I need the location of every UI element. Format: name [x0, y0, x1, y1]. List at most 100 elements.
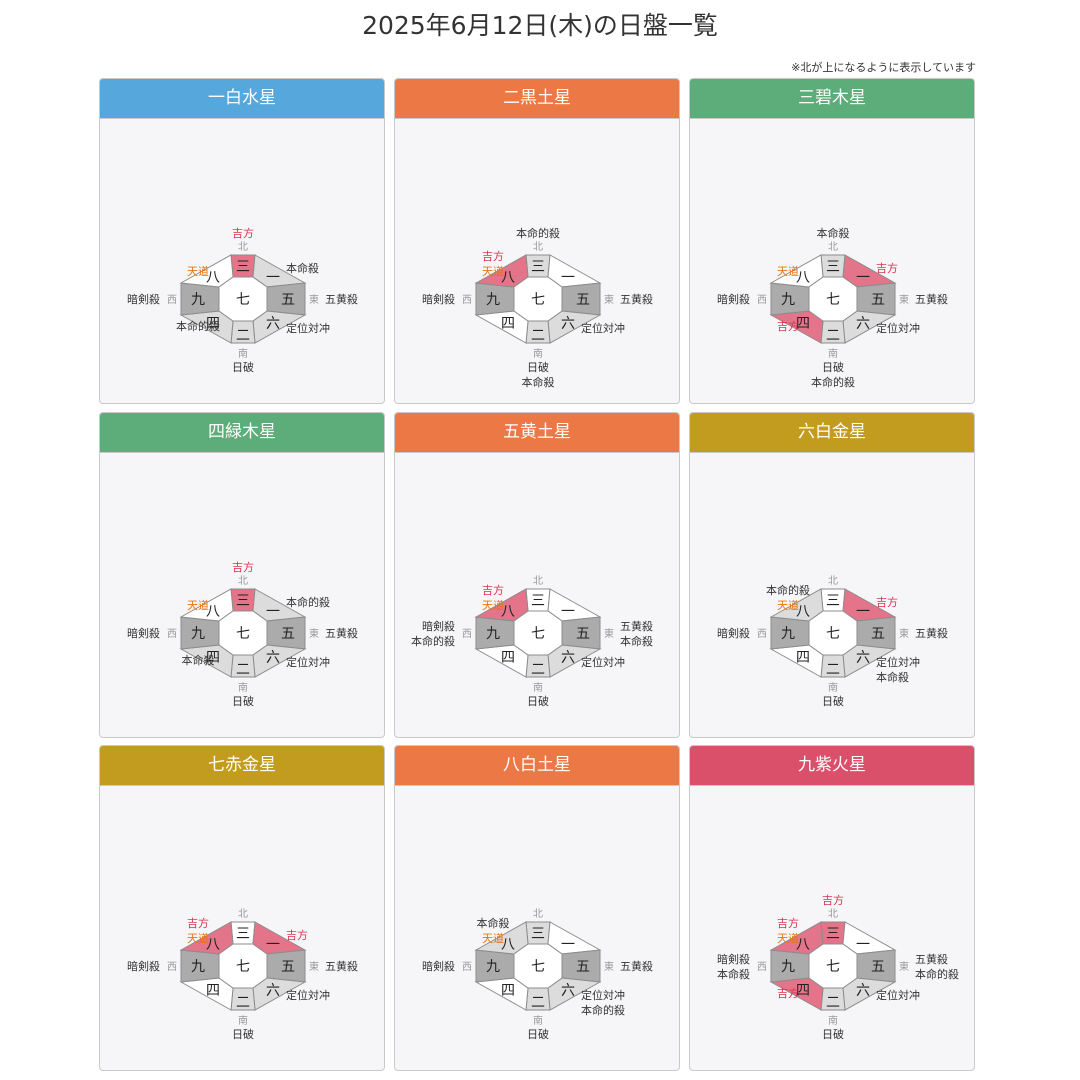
direction-label-east: 五黄殺: [325, 626, 358, 640]
star-number-northeast: 一: [266, 604, 280, 620]
direction-label-north: 吉方: [232, 226, 254, 240]
direction-east: 東: [899, 960, 909, 973]
direction-west: 西: [757, 295, 767, 306]
star-board-header: 二黒土星: [395, 79, 679, 119]
star-number-southwest: 四: [501, 316, 515, 332]
direction-east: 東: [604, 627, 614, 640]
direction-east: 東: [309, 293, 319, 306]
direction-label-northeast: 吉方: [286, 928, 308, 942]
star-number-southwest: 四: [796, 983, 810, 999]
star-number-north: 三: [826, 926, 840, 942]
direction-label-southeast: 定位対冲: [286, 321, 330, 335]
star-number-west: 九: [191, 292, 205, 308]
sector-center: [218, 943, 268, 989]
direction-label-east: 五黄殺: [915, 292, 948, 306]
star-number-southwest: 四: [501, 650, 515, 666]
direction-label-north: 吉方: [822, 893, 844, 907]
direction-label-northwest: 吉方: [187, 916, 209, 930]
direction-label-east: 五黄殺: [915, 952, 948, 966]
direction-label-southeast: 定位対冲: [286, 988, 330, 1002]
direction-label-south: 本命的殺: [811, 375, 855, 389]
direction-label-east: 五黄殺: [915, 626, 948, 640]
star-number-west: 九: [191, 626, 205, 642]
star-number-north: 三: [531, 259, 545, 275]
star-number-north: 三: [826, 259, 840, 275]
star-number-northwest: 八: [501, 604, 515, 620]
star-board-card: 七赤金星三一五六二四九八七北南東西日破 吉方 天道 吉方 暗剣殺 五黄殺 定位対冲: [99, 745, 385, 1071]
direction-north: 北: [828, 575, 838, 587]
direction-west: 西: [167, 295, 177, 306]
direction-label-southeast: 定位対冲: [581, 655, 625, 669]
direction-label-northeast: 吉方: [876, 595, 898, 609]
star-number-east: 五: [871, 959, 885, 975]
star-board-header: 八白土星: [395, 746, 679, 786]
direction-label-northwest: 吉方: [482, 249, 504, 263]
direction-east: 東: [899, 293, 909, 306]
direction-label-northwest: 天道: [482, 931, 504, 945]
direction-label-east: 五黄殺: [620, 292, 653, 306]
direction-label-northeast: 本命殺: [286, 261, 319, 275]
direction-east: 東: [604, 293, 614, 306]
star-number-southeast: 六: [561, 983, 575, 999]
direction-west: 西: [167, 629, 177, 640]
direction-label-south: 日破: [527, 1027, 549, 1041]
direction-north: 北: [238, 908, 248, 920]
direction-south: 南: [238, 1014, 248, 1027]
direction-label-east: 本命的殺: [915, 967, 959, 981]
direction-north: 北: [238, 575, 248, 587]
direction-label-northwest: 天道: [777, 598, 799, 612]
star-number-center: 七: [531, 959, 545, 975]
star-number-west: 九: [486, 626, 500, 642]
star-number-west: 九: [486, 292, 500, 308]
star-number-northeast: 一: [561, 604, 575, 620]
star-board-card: 三碧木星三一五六二四九八七北南東西本命殺 日破 本命的殺 天道 吉方 暗剣殺 五黄殺 吉方 定位…: [689, 78, 975, 404]
direction-label-west: 暗剣殺: [422, 959, 455, 973]
direction-label-northwest: 天道: [187, 931, 209, 945]
star-number-northeast: 一: [856, 270, 870, 286]
star-number-east: 五: [281, 626, 295, 642]
direction-north: 北: [533, 241, 543, 253]
direction-label-northwest: 天道: [187, 264, 209, 278]
direction-label-northwest: 天道: [187, 598, 209, 612]
star-number-east: 五: [281, 959, 295, 975]
direction-south: 南: [828, 681, 838, 694]
direction-label-northwest: 天道: [482, 264, 504, 278]
star-board-card: 九紫火星三一五六二四九八七北南東西吉方 日破 吉方 天道 暗剣殺 本命殺 五黄殺 本命的殺 吉方…: [689, 745, 975, 1071]
star-board-card: 一白水星三一五六二四九八七 北南 東 西 吉方 日破 天道 本命殺 暗剣殺 五黄殺 本命的殺 定位対冲: [99, 78, 385, 404]
sector-center: [513, 943, 563, 989]
direction-label-south: 日破: [527, 694, 549, 708]
direction-label-southwest: 吉方: [777, 319, 799, 333]
star-number-southeast: 六: [266, 983, 280, 999]
direction-label-east: 五黄殺: [325, 959, 358, 973]
sector-center: [808, 943, 858, 989]
star-number-south: 二: [236, 662, 250, 678]
direction-south: 南: [238, 347, 248, 360]
direction-label-southeast: 定位対冲: [876, 655, 920, 669]
direction-label-west: 暗剣殺: [127, 292, 160, 306]
direction-north: 北: [238, 241, 248, 253]
star-number-north: 三: [531, 926, 545, 942]
direction-label-south: 日破: [232, 360, 254, 374]
star-board-card: 六白金星三一五六二四九八七 北南 東 西日破 本命的殺 天道 吉方 暗剣殺 五黄殺 定位対冲 本命殺: [689, 412, 975, 738]
direction-label-south: 日破: [822, 360, 844, 374]
star-number-east: 五: [871, 292, 885, 308]
direction-label-northwest: 天道: [777, 931, 799, 945]
star-number-center: 七: [236, 626, 250, 642]
direction-west: 西: [462, 962, 472, 973]
direction-south: 南: [533, 681, 543, 694]
star-number-northwest: 八: [501, 270, 515, 286]
direction-south: 南: [828, 347, 838, 360]
star-number-south: 二: [531, 995, 545, 1011]
star-board-card: 五黄土星三一五六二四九八七 北南 東 西日破 吉方 天道 暗剣殺 本命的殺 五黄殺 本命殺 定位対冲: [394, 412, 680, 738]
star-number-east: 五: [576, 292, 590, 308]
star-number-northeast: 一: [266, 937, 280, 953]
star-number-south: 二: [531, 328, 545, 344]
direction-south: 南: [533, 1014, 543, 1027]
direction-label-west: 本命的殺: [411, 634, 455, 648]
direction-label-northwest: 天道: [482, 598, 504, 612]
star-number-northeast: 一: [561, 270, 575, 286]
